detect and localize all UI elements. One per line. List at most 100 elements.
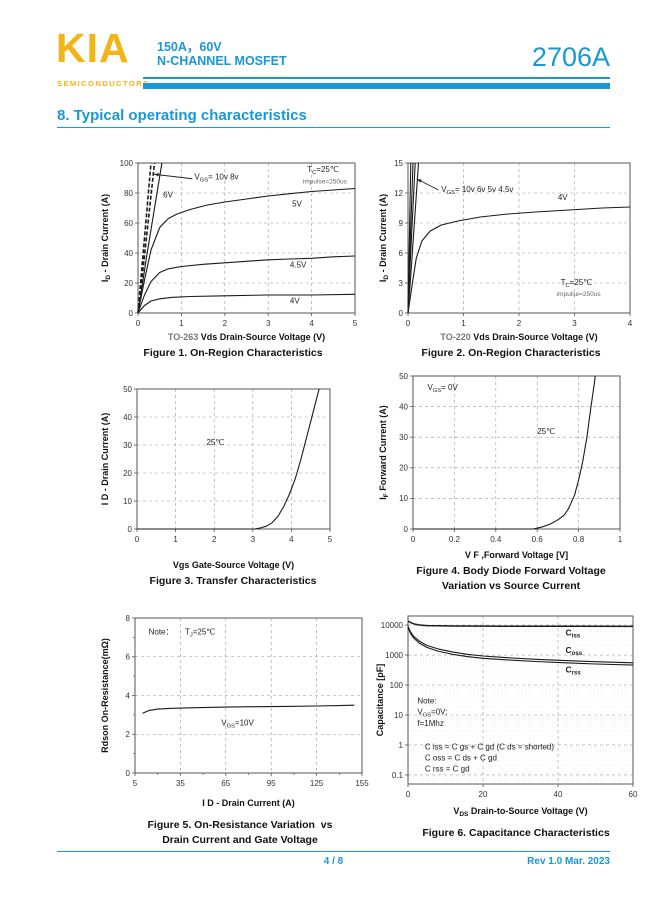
figure-4-caption: Figure 4. Body Diode Forward Voltage [416,565,606,577]
svg-text:3: 3 [266,319,271,328]
svg-text:95: 95 [267,779,276,788]
device-type: N-CHANNEL MOSFET [157,54,287,68]
svg-text:155: 155 [355,779,369,788]
svg-text:100: 100 [120,159,134,168]
svg-text:Coss: Coss [566,645,583,657]
figure-6-chart: 0 20 40 60 0.1 1 10 100 1000 10000 Ciss Coss Crss Not… [375,615,638,818]
svg-text:5: 5 [328,535,333,544]
svg-text:f=1Mhz: f=1Mhz [417,719,443,728]
svg-text:65: 65 [221,779,230,788]
svg-text:1: 1 [399,741,404,750]
svg-text:3: 3 [251,535,256,544]
figure-2: 0 1 2 3 4 0 3 6 9 12 15 VGS= 10v 6v 5v 4.5v 4V TC=25℃… [375,156,647,361]
figure-4-caption-line2: Variation vs Source Current [441,580,581,593]
figure-6: 0 20 40 60 0.1 1 10 100 1000 10000 Ciss Coss Crss Not… [372,608,649,841]
part-number: 2706A [531,42,610,72]
svg-text:40: 40 [124,249,133,258]
svg-text:5: 5 [353,319,358,328]
svg-text:0: 0 [136,319,141,328]
svg-text:80: 80 [124,189,133,198]
header-rule-thick [143,83,610,89]
kia-logo-subtext: SEMICONDUCTORS [57,79,150,88]
svg-text:25℃: 25℃ [537,427,555,436]
svg-text:10000: 10000 [381,621,404,630]
kia-logo: KIA [56,25,130,71]
footer-rule [57,851,610,853]
svg-text:0: 0 [126,769,131,778]
svg-text:4V: 4V [290,296,300,305]
svg-text:6V: 6V [163,191,173,200]
figure-3-caption: Figure 3. Transfer Characteristics [149,575,317,587]
svg-text:10: 10 [394,711,403,720]
page-number: 4 / 8 [323,856,344,867]
svg-text:125: 125 [310,779,324,788]
svg-text:Ciss: Ciss [566,627,581,639]
svg-text:40: 40 [399,402,408,411]
svg-text:I D - Drain Current (A): I D - Drain Current (A) [202,798,295,808]
svg-text:25℃: 25℃ [206,438,224,447]
svg-text:TO-220 Vds Drain-Source Voltag: TO-220 Vds Drain-Source Voltage (V) [440,332,597,342]
svg-text:0.8: 0.8 [573,535,585,544]
figure-3: 0 1 2 3 4 5 0 10 20 30 40 50 25℃ Vgs Gate-Source Volt… [97,378,369,589]
figure-5-chart: 5 35 65 95 125 155 0 2 4 6 8 Note： TJ=25℃ VGS=10V I D … [100,614,369,808]
figure-6-caption: Figure 6. Capacitance Characteristics [422,827,610,839]
svg-text:1: 1 [179,319,184,328]
svg-text:30: 30 [123,441,132,450]
svg-text:4.5V: 4.5V [290,260,307,269]
svg-text:9: 9 [399,219,404,228]
svg-text:35: 35 [176,779,185,788]
svg-text:20: 20 [124,279,133,288]
svg-text:1: 1 [461,319,466,328]
figure-2-caption: Figure 2. On-Region Characteristics [421,347,601,359]
svg-text:TO-263 Vds Drain-Source Voltag: TO-263 Vds Drain-Source Voltage (V) [168,332,325,342]
svg-text:Vgs Gate-Source Voltage (V): Vgs Gate-Source Voltage (V) [173,560,294,570]
svg-text:Rdson On-Resistance(mΩ): Rdson On-Resistance(mΩ) [100,638,110,753]
figure-1: 0 1 2 3 4 5 0 20 40 60 80 100 VGS= 10v 8v 6V TC=25℃ imp… [97,156,369,361]
svg-text:Note：: Note： [149,627,174,636]
svg-text:0: 0 [135,535,140,544]
svg-text:4: 4 [126,691,131,700]
svg-text:6: 6 [399,249,404,258]
svg-text:0: 0 [406,790,411,799]
svg-text:4: 4 [289,535,294,544]
svg-text:100: 100 [390,681,404,690]
svg-text:0.6: 0.6 [532,535,544,544]
svg-text:50: 50 [399,372,408,381]
svg-text:1: 1 [173,535,178,544]
svg-text:4V: 4V [558,193,568,202]
svg-text:ID - Drain Current (A): ID - Drain Current (A) [100,194,112,282]
figure-4: 0 0.2 0.4 0.6 0.8 1 0 10 20 30 40 50 VGS= 0V 25℃ V F ,… [375,368,647,594]
svg-text:60: 60 [629,790,638,799]
figure-5-caption: Figure 5. On-Resistance Variation vs [147,819,333,831]
svg-text:20: 20 [479,790,488,799]
svg-text:TJ=25℃: TJ=25℃ [185,627,215,638]
svg-text:15: 15 [394,159,403,168]
svg-text:VGS= 10v 6v 5v 4.5v: VGS= 10v 6v 5v 4.5v [441,185,513,196]
svg-text:50: 50 [123,385,132,394]
svg-text:12: 12 [394,189,403,198]
svg-text:10: 10 [399,494,408,503]
svg-text:0.4: 0.4 [490,535,502,544]
svg-text:0: 0 [399,309,404,318]
svg-text:3: 3 [572,319,577,328]
svg-text:Note:: Note: [417,697,436,706]
svg-text:2: 2 [223,319,228,328]
svg-text:0: 0 [406,319,411,328]
svg-text:1: 1 [618,535,623,544]
svg-text:40: 40 [123,413,132,422]
svg-text:impulse=250us: impulse=250us [303,178,348,185]
svg-text:V F ,Forward Voltage [V]: V F ,Forward Voltage [V] [465,550,568,560]
figure-1-caption: Figure 1. On-Region Characteristics [143,347,323,359]
svg-text:0: 0 [404,525,409,534]
svg-text:4: 4 [309,319,314,328]
svg-text:4: 4 [628,319,633,328]
svg-text:6: 6 [126,653,131,662]
section-title: 8. Typical operating characteristics [57,107,307,124]
svg-text:VGS=10V: VGS=10V [221,719,254,730]
section-title-underline [57,127,610,129]
header-rule-thin [143,77,610,79]
svg-text:Crss: Crss [566,665,582,677]
